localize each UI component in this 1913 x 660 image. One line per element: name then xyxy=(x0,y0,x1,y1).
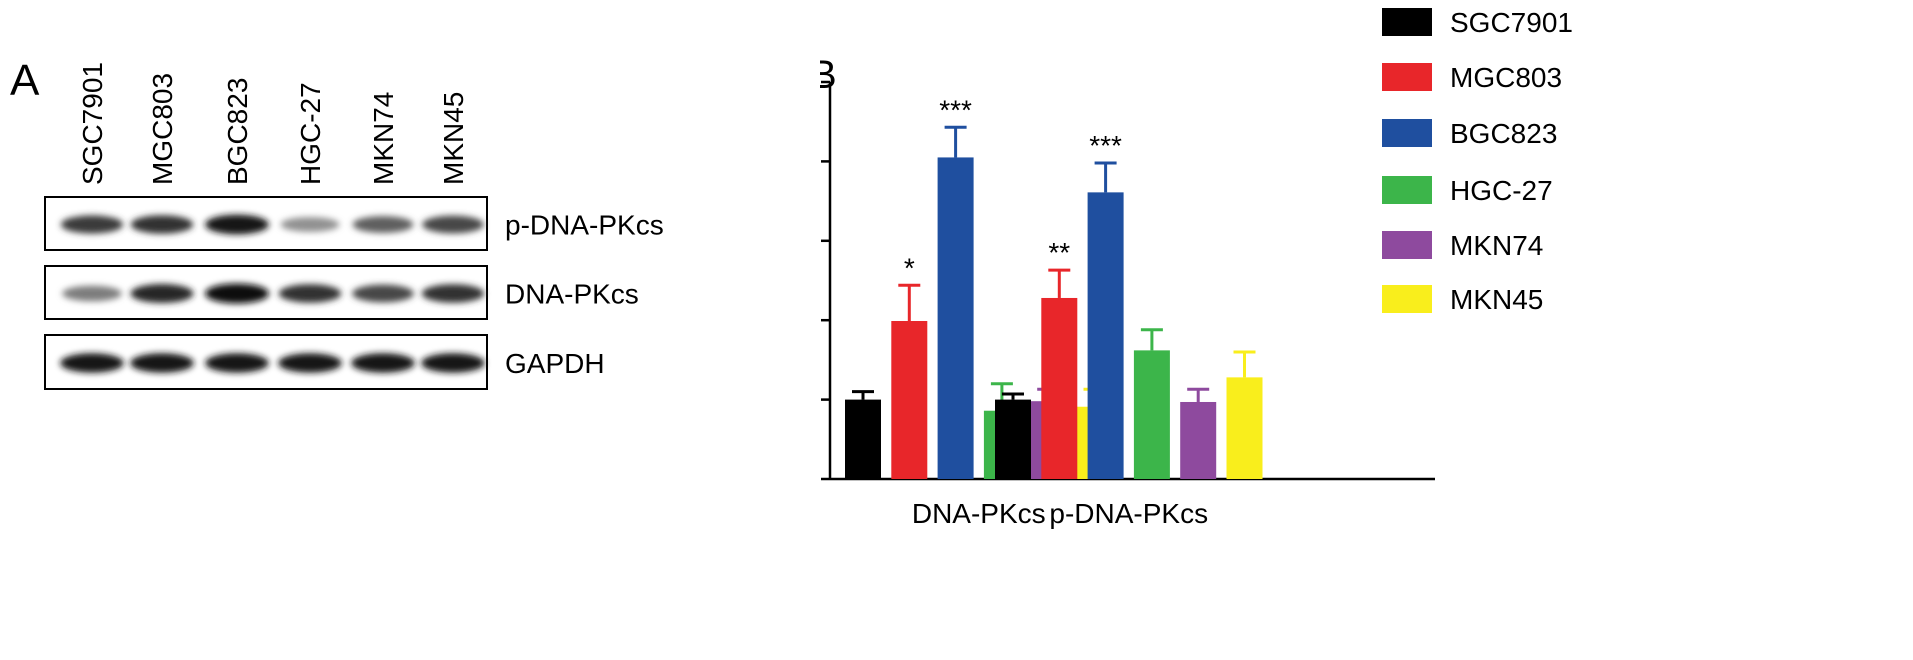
legend-item: MGC803 xyxy=(1382,62,1562,93)
legend-label: SGC7901 xyxy=(1450,7,1573,38)
legend-label: MKN74 xyxy=(1450,230,1543,261)
lane-label: HGC-27 xyxy=(295,82,326,185)
blot-band xyxy=(62,285,122,302)
bar xyxy=(995,399,1031,479)
bar xyxy=(1180,401,1217,479)
lane-label: MGC803 xyxy=(147,73,178,185)
bar-group: ***** xyxy=(995,130,1263,479)
legend-swatch xyxy=(1382,231,1432,259)
blot-label: DNA-PKcs xyxy=(505,279,639,310)
blot-band xyxy=(278,353,342,373)
legend-swatch xyxy=(1382,285,1432,313)
blot-label: p-DNA-PKcs xyxy=(505,210,664,241)
blot-band xyxy=(352,284,414,303)
legend-label: BGC823 xyxy=(1450,118,1557,149)
bar xyxy=(1133,350,1170,479)
legend-item: MKN45 xyxy=(1382,284,1543,315)
category-labels: DNA-PKcs p-DNA-PKcs xyxy=(912,498,1208,529)
western-blot-figure: A SGC7901 MGC803 BGC823 HGC-27 MKN74 MKN45 p-… xyxy=(10,56,664,390)
blot-band xyxy=(130,283,194,304)
category-label: p-DNA-PKcs xyxy=(1049,498,1208,529)
lane-label: MKN45 xyxy=(438,92,469,185)
panel-b-letter: B xyxy=(820,53,837,97)
legend-swatch xyxy=(1382,8,1432,36)
legend-swatch xyxy=(1382,119,1432,147)
lane-label: BGC823 xyxy=(222,78,253,185)
legend-label: MGC803 xyxy=(1450,62,1562,93)
blot-band xyxy=(130,353,194,373)
legend-swatch xyxy=(1382,63,1432,91)
panel-a-letter: A xyxy=(10,56,40,105)
significance-marker: * xyxy=(904,252,915,283)
lane-label: MKN74 xyxy=(368,92,399,185)
significance-marker: ** xyxy=(1048,237,1070,268)
bar-groups: ********* xyxy=(845,94,1263,479)
lane-label: SGC7901 xyxy=(77,62,108,185)
legend-item: HGC-27 xyxy=(1382,175,1553,206)
legend-swatch xyxy=(1382,176,1432,204)
bar xyxy=(1041,297,1078,479)
legend-item: SGC7901 xyxy=(1382,7,1573,38)
blot-rows: p-DNA-PKcs DNA-PKcs GAPDH xyxy=(44,196,664,390)
chart-legend: SGC7901 MGC803 BGC823 HGC-27 MKN74 MKN45 xyxy=(1382,7,1573,315)
blot-band xyxy=(278,284,342,303)
blot-band xyxy=(60,353,124,373)
blot-row: GAPDH xyxy=(44,334,605,390)
bar xyxy=(845,399,881,479)
bar-chart: B Relative gene expressionnormalized to … xyxy=(694,7,1573,529)
blot-band xyxy=(60,215,124,234)
legend-item: MKN74 xyxy=(1382,230,1543,261)
blot-row: p-DNA-PKcs xyxy=(44,196,664,251)
legend-label: HGC-27 xyxy=(1450,175,1553,206)
significance-marker: *** xyxy=(939,94,972,125)
legend-item: BGC823 xyxy=(1382,118,1557,149)
blot-label: GAPDH xyxy=(505,348,605,379)
bar-chart-panel: B Relative gene expressionnormalized to … xyxy=(694,0,1913,655)
blot-row: DNA-PKcs xyxy=(44,265,639,320)
blot-band xyxy=(130,215,194,234)
bar xyxy=(1226,377,1263,479)
significance-marker: *** xyxy=(1089,130,1122,161)
bar xyxy=(891,320,928,479)
legend-label: MKN45 xyxy=(1450,284,1543,315)
category-label: DNA-PKcs xyxy=(912,498,1046,529)
blot-band xyxy=(421,284,485,303)
lane-labels: SGC7901 MGC803 BGC823 HGC-27 MKN74 MKN45 xyxy=(77,62,469,185)
western-blot-panel: A SGC7901 MGC803 BGC823 HGC-27 MKN74 MKN45 p-… xyxy=(0,0,820,655)
blot-band xyxy=(205,283,269,304)
bar xyxy=(1087,192,1124,479)
bar xyxy=(937,157,974,479)
blot-band xyxy=(280,217,340,232)
blot-band xyxy=(352,216,414,233)
blot-band xyxy=(205,214,269,235)
blot-band xyxy=(422,215,484,234)
blot-band xyxy=(421,353,485,373)
blot-band xyxy=(351,353,415,373)
blot-band xyxy=(205,353,269,373)
